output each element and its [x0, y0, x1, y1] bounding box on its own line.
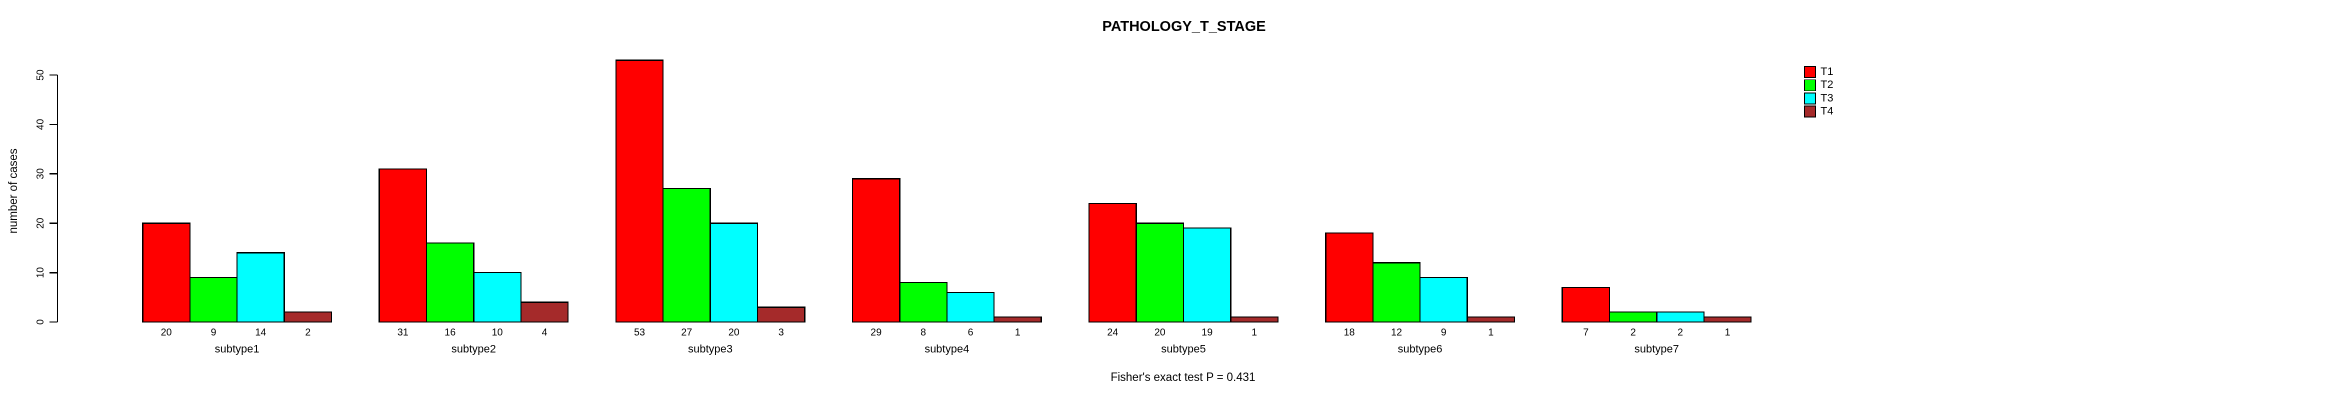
legend-label-T3: T3 — [1821, 92, 1834, 104]
bar-T3-subtype2 — [473, 272, 522, 323]
bar-value-label: 24 — [1107, 328, 1119, 339]
bar-T3-subtype4 — [946, 291, 995, 323]
bar-T4-subtype5 — [1230, 316, 1279, 323]
bar-value-label: 9 — [1441, 328, 1447, 339]
bar-value-label: 3 — [778, 328, 784, 339]
legend-swatch-T2 — [1804, 79, 1816, 92]
bar-value-label: 8 — [921, 328, 927, 339]
bar-value-label: 19 — [1202, 328, 1214, 339]
y-tick-label: 0 — [36, 319, 47, 325]
bar-value-label: 27 — [681, 328, 693, 339]
y-tick-label: 30 — [36, 168, 47, 180]
chart-title: PATHOLOGY_T_STAGE — [1102, 19, 1266, 35]
bar-T3-subtype7 — [1656, 311, 1705, 323]
bar-value-label: 7 — [1583, 328, 1589, 339]
bar-T1-subtype4 — [851, 178, 901, 323]
bar-T3-subtype1 — [236, 252, 285, 323]
bar-T4-subtype4 — [993, 316, 1042, 323]
bar-T2-subtype6 — [1372, 262, 1421, 323]
bar-value-label: 2 — [1630, 328, 1636, 339]
bar-T4-subtype6 — [1466, 316, 1516, 323]
bar-T4-subtype3 — [756, 306, 806, 323]
legend-swatch-T3 — [1804, 92, 1816, 105]
bar-value-label: 20 — [161, 328, 173, 339]
bar-T1-subtype6 — [1325, 232, 1374, 323]
bar-T4-subtype2 — [520, 301, 569, 323]
bar-T1-subtype7 — [1561, 286, 1611, 323]
y-tick-label: 50 — [36, 69, 47, 81]
bar-value-label: 1 — [1252, 328, 1258, 339]
bar-T2-subtype7 — [1608, 311, 1658, 323]
bar-T1-subtype1 — [142, 222, 191, 323]
bar-value-label: 4 — [542, 328, 548, 339]
bar-T2-subtype5 — [1135, 222, 1185, 323]
y-tick-label: 10 — [36, 267, 47, 279]
y-tick-label: 20 — [36, 217, 47, 229]
bar-value-label: 20 — [728, 328, 740, 339]
category-label-subtype7: subtype7 — [1634, 344, 1679, 356]
bar-value-label: 16 — [445, 328, 457, 339]
category-label-subtype6: subtype6 — [1398, 344, 1443, 356]
bar-T3-subtype3 — [709, 222, 759, 323]
category-label-subtype3: subtype3 — [688, 344, 733, 356]
bar-T2-subtype1 — [189, 276, 238, 323]
bar-T3-subtype5 — [1182, 227, 1232, 323]
bar-T1-subtype2 — [378, 168, 428, 323]
bar-T1-subtype3 — [615, 59, 664, 323]
bar-value-label: 2 — [1678, 328, 1684, 339]
bar-value-label: 12 — [1391, 328, 1403, 339]
bar-value-label: 6 — [968, 328, 974, 339]
bar-T1-subtype5 — [1088, 202, 1137, 323]
legend-label-T1: T1 — [1821, 66, 1834, 78]
y-axis-label: number of cases — [8, 148, 20, 234]
bar-value-label: 53 — [634, 328, 646, 339]
annotation-fisher-test: Fisher's exact test P = 0.431 — [1110, 372, 1256, 384]
category-label-subtype4: subtype4 — [925, 344, 970, 356]
bar-value-label: 18 — [1344, 328, 1356, 339]
category-label-subtype1: subtype1 — [215, 344, 260, 356]
y-tick-label: 40 — [36, 118, 47, 130]
bar-value-label: 29 — [871, 328, 883, 339]
bar-T4-subtype1 — [283, 311, 333, 323]
bar-T2-subtype3 — [662, 188, 711, 323]
bar-value-label: 14 — [255, 328, 267, 339]
bar-value-label: 1 — [1488, 328, 1494, 339]
legend-swatch-T4 — [1804, 105, 1816, 118]
bar-T2-subtype4 — [899, 281, 948, 323]
legend-label-T2: T2 — [1821, 79, 1834, 91]
bar-T4-subtype7 — [1703, 316, 1752, 323]
bar-value-label: 1 — [1725, 328, 1731, 339]
bar-value-label: 20 — [1154, 328, 1166, 339]
bar-value-label: 10 — [492, 328, 504, 339]
bar-value-label: 31 — [397, 328, 409, 339]
legend-swatch-T1 — [1804, 66, 1816, 78]
bar-value-label: 9 — [211, 328, 217, 339]
bar-value-label: 1 — [1015, 328, 1021, 339]
bar-T2-subtype2 — [425, 242, 475, 323]
category-label-subtype5: subtype5 — [1161, 344, 1206, 356]
category-label-subtype2: subtype2 — [451, 344, 496, 356]
bar-T3-subtype6 — [1419, 276, 1468, 323]
legend-label-T4: T4 — [1821, 106, 1834, 118]
bar-value-label: 2 — [305, 328, 311, 339]
